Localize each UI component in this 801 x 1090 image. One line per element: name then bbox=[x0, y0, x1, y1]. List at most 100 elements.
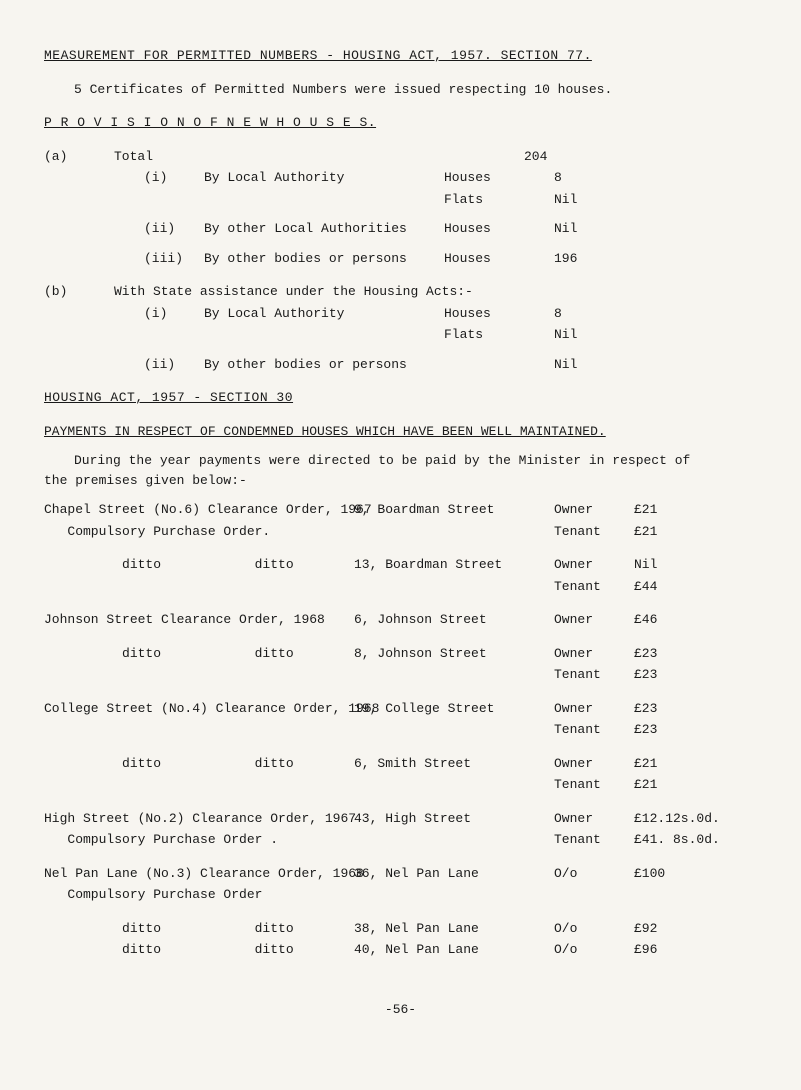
table-cell: Owner bbox=[554, 610, 634, 630]
a-ii-houses: Houses bbox=[444, 219, 554, 239]
table-cell: ditto ditto bbox=[44, 919, 354, 939]
provision-title: P R O V I S I O N O F N E W H O U S E S. bbox=[44, 113, 757, 133]
table-cell: £46 bbox=[634, 610, 734, 630]
table-cell: High Street (No.2) Clearance Order, 1967 bbox=[44, 809, 354, 829]
table-cell: £23 bbox=[634, 720, 734, 740]
table-cell: £23 bbox=[634, 699, 734, 719]
table-cell: £12.12s.0d. bbox=[634, 809, 734, 829]
total-label: Total bbox=[114, 147, 414, 167]
row-spacer bbox=[44, 687, 757, 697]
row-spacer bbox=[44, 797, 757, 807]
b-ii-num: (ii) bbox=[144, 355, 204, 375]
table-cell bbox=[554, 885, 634, 905]
intro-l2: the premises given below:- bbox=[44, 471, 757, 491]
table-cell: £100 bbox=[634, 864, 734, 884]
table-row: Nel Pan Lane (No.3) Clearance Order, 196… bbox=[44, 864, 757, 884]
table-cell: £21 bbox=[634, 754, 734, 774]
a-i-houses-v: 8 bbox=[554, 168, 562, 188]
table-cell: £96 bbox=[634, 940, 734, 960]
table-cell: ditto ditto bbox=[44, 644, 354, 664]
table-row: Chapel Street (No.6) Clearance Order, 19… bbox=[44, 500, 757, 520]
table-cell: Tenant bbox=[554, 522, 634, 542]
table-cell: ditto ditto bbox=[44, 940, 354, 960]
table-row: High Street (No.2) Clearance Order, 1967… bbox=[44, 809, 757, 829]
table-row: College Street (No.4) Clearance Order, 1… bbox=[44, 699, 757, 719]
a-i-num: (i) bbox=[144, 168, 204, 188]
table-cell: O/o bbox=[554, 919, 634, 939]
b-ii-text: By other bodies or persons bbox=[204, 355, 444, 375]
a-i-text: By Local Authority bbox=[204, 168, 444, 188]
a-iii-num: (iii) bbox=[144, 249, 204, 269]
table-cell: Owner bbox=[554, 809, 634, 829]
table-cell: Compulsory Purchase Order . bbox=[44, 830, 354, 850]
table-cell: £23 bbox=[634, 644, 734, 664]
b-ii-val: Nil bbox=[554, 355, 577, 375]
table-cell bbox=[44, 775, 354, 795]
table-row: Tenant£44 bbox=[44, 577, 757, 597]
intro-l1: During the year payments were directed t… bbox=[44, 451, 757, 471]
table-cell bbox=[354, 665, 554, 685]
table-cell: 13, Boardman Street bbox=[354, 555, 554, 575]
table-row: ditto ditto6, Smith StreetOwner£21 bbox=[44, 754, 757, 774]
label-a: (a) bbox=[44, 147, 114, 167]
table-cell: Owner bbox=[554, 699, 634, 719]
b-i-flats: Flats bbox=[444, 325, 554, 345]
blank bbox=[144, 325, 204, 345]
table-row: Tenant£23 bbox=[44, 665, 757, 685]
table-cell bbox=[44, 720, 354, 740]
table-cell: 9, Boardman Street bbox=[354, 500, 554, 520]
table-cell: 36, Nel Pan Lane bbox=[354, 864, 554, 884]
a-iii-houses-v: 196 bbox=[554, 249, 577, 269]
table-cell: College Street (No.4) Clearance Order, 1… bbox=[44, 699, 354, 719]
table-cell: £41. 8s.0d. bbox=[634, 830, 734, 850]
table-cell: £92 bbox=[634, 919, 734, 939]
blank bbox=[144, 190, 204, 210]
a-i-flats: Flats bbox=[444, 190, 554, 210]
table-cell bbox=[354, 830, 554, 850]
table-row: ditto ditto38, Nel Pan LaneO/o£92 bbox=[44, 919, 757, 939]
table-cell: £21 bbox=[634, 500, 734, 520]
blank bbox=[444, 355, 554, 375]
row-spacer bbox=[44, 598, 757, 608]
table-cell: Nel Pan Lane (No.3) Clearance Order, 196… bbox=[44, 864, 354, 884]
b-i-num: (i) bbox=[144, 304, 204, 324]
header-line: MEASUREMENT FOR PERMITTED NUMBERS - HOUS… bbox=[44, 46, 757, 66]
table-cell: Nil bbox=[634, 555, 734, 575]
blank bbox=[204, 325, 444, 345]
table-row: ditto ditto40, Nel Pan LaneO/o£96 bbox=[44, 940, 757, 960]
label-b: (b) bbox=[44, 282, 114, 302]
table-cell: 6, Johnson Street bbox=[354, 610, 554, 630]
table-cell: Chapel Street (No.6) Clearance Order, 19… bbox=[44, 500, 354, 520]
table-cell: Compulsory Purchase Order. bbox=[44, 522, 354, 542]
b-title: With State assistance under the Housing … bbox=[114, 282, 473, 302]
table-cell bbox=[44, 577, 354, 597]
table-cell: 43, High Street bbox=[354, 809, 554, 829]
a-ii-num: (ii) bbox=[144, 219, 204, 239]
table-row: ditto ditto13, Boardman StreetOwnerNil bbox=[44, 555, 757, 575]
payments-line: PAYMENTS IN RESPECT OF CONDEMNED HOUSES … bbox=[44, 422, 757, 442]
b-i-text: By Local Authority bbox=[204, 304, 444, 324]
a-ii-houses-v: Nil bbox=[554, 219, 577, 239]
table-row: Tenant£23 bbox=[44, 720, 757, 740]
a-i-flats-v: Nil bbox=[554, 190, 577, 210]
a-ii-text: By other Local Authorities bbox=[204, 219, 444, 239]
page-number: -56- bbox=[44, 1000, 757, 1020]
table-cell: Tenant bbox=[554, 665, 634, 685]
row-spacer bbox=[44, 852, 757, 862]
b-i-houses: Houses bbox=[444, 304, 554, 324]
table-cell: Johnson Street Clearance Order, 1968 bbox=[44, 610, 354, 630]
table-cell: Owner bbox=[554, 644, 634, 664]
table-cell bbox=[354, 720, 554, 740]
a-iii-text: By other bodies or persons bbox=[204, 249, 444, 269]
table-cell: £21 bbox=[634, 522, 734, 542]
table-cell bbox=[354, 522, 554, 542]
a-i-houses: Houses bbox=[444, 168, 554, 188]
row-spacer bbox=[44, 907, 757, 917]
cert-line: 5 Certificates of Permitted Numbers were… bbox=[44, 80, 757, 100]
table-cell: ditto ditto bbox=[44, 754, 354, 774]
table-row: Compulsory Purchase Order bbox=[44, 885, 757, 905]
row-spacer bbox=[44, 543, 757, 553]
table-cell bbox=[354, 577, 554, 597]
table-cell: £44 bbox=[634, 577, 734, 597]
table-cell: 6, Smith Street bbox=[354, 754, 554, 774]
